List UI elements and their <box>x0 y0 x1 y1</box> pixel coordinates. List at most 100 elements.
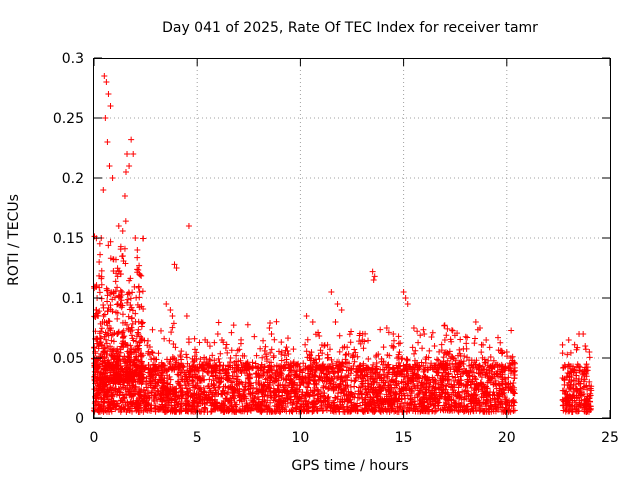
data-point <box>478 403 485 410</box>
data-point <box>170 341 177 348</box>
data-point <box>275 373 282 380</box>
y-axis-label: ROTI / TECUs <box>6 194 22 286</box>
data-point <box>100 348 107 355</box>
data-point <box>309 319 316 325</box>
data-point <box>402 295 409 301</box>
data-point <box>200 389 207 396</box>
data-point <box>292 371 299 378</box>
data-point <box>241 407 248 414</box>
data-point <box>355 384 362 391</box>
data-point <box>423 381 430 388</box>
data-point <box>462 333 469 340</box>
data-point <box>162 398 169 405</box>
data-point <box>164 380 171 387</box>
data-point <box>123 408 130 415</box>
data-point <box>268 346 275 353</box>
data-point <box>358 391 365 398</box>
y-tick-labels: 0 0.05 0.1 0.15 0.2 0.25 0.3 <box>53 51 84 427</box>
data-point <box>245 375 252 382</box>
data-point <box>109 384 116 391</box>
data-point <box>365 355 372 362</box>
data-point <box>322 383 329 390</box>
data-point <box>228 347 235 354</box>
data-point <box>281 352 288 359</box>
data-point <box>270 352 277 359</box>
data-point <box>170 320 177 327</box>
x-tick-label: 10 <box>291 430 309 446</box>
data-point <box>441 337 448 343</box>
data-point <box>183 351 190 358</box>
data-point <box>351 383 358 390</box>
y-tick-label: 0.05 <box>53 351 84 367</box>
data-point <box>421 331 428 337</box>
data-point <box>395 333 402 340</box>
plot-frame <box>93 58 611 419</box>
data-point <box>411 350 418 357</box>
data-point <box>492 401 499 408</box>
data-point <box>356 394 363 401</box>
data-point <box>211 393 218 400</box>
data-point <box>285 371 292 378</box>
data-point <box>435 381 442 388</box>
data-point <box>358 383 365 390</box>
data-point <box>119 228 126 235</box>
data-point <box>266 325 273 331</box>
data-point <box>419 345 426 352</box>
data-point <box>448 391 455 398</box>
data-point <box>478 349 485 356</box>
data-point <box>119 311 126 318</box>
data-point <box>486 344 493 351</box>
data-point <box>114 315 121 322</box>
data-point <box>411 394 418 401</box>
data-point <box>561 376 568 383</box>
data-point <box>157 327 164 334</box>
data-point <box>426 347 433 354</box>
data-point <box>191 346 198 353</box>
data-point <box>206 363 213 370</box>
data-point <box>276 408 283 415</box>
data-point <box>493 405 500 412</box>
data-point <box>586 354 593 361</box>
data-point <box>97 251 104 258</box>
data-point <box>139 288 146 295</box>
data-point <box>444 389 451 396</box>
data-point <box>336 332 343 339</box>
data-point <box>316 356 323 363</box>
data-point <box>447 366 454 373</box>
data-point <box>208 408 215 415</box>
data-point <box>101 311 108 318</box>
data-point <box>98 295 105 302</box>
data-point <box>251 333 258 340</box>
data-point <box>395 340 402 347</box>
data-point <box>130 151 137 157</box>
data-point <box>166 337 173 344</box>
data-point <box>347 339 354 346</box>
data-point <box>176 381 183 388</box>
data-point <box>200 376 207 383</box>
data-point <box>457 380 464 387</box>
data-point <box>145 348 152 355</box>
data-point <box>215 319 222 326</box>
data-point <box>260 337 267 344</box>
data-point <box>201 388 208 395</box>
data-point <box>351 346 358 353</box>
data-point <box>175 400 182 407</box>
data-point <box>149 326 156 333</box>
data-point <box>370 390 377 397</box>
data-point <box>396 390 403 397</box>
data-point <box>393 378 400 385</box>
data-point <box>342 351 349 358</box>
data-point <box>190 378 197 385</box>
data-point <box>290 346 297 353</box>
data-point <box>377 396 384 403</box>
x-tick-label: 5 <box>193 430 202 446</box>
data-point <box>328 289 335 295</box>
data-point <box>259 354 266 361</box>
data-point <box>325 384 332 391</box>
data-point <box>282 375 289 382</box>
data-point <box>303 348 310 355</box>
data-point <box>469 378 476 385</box>
data-point <box>275 387 282 394</box>
data-point <box>460 345 467 352</box>
y-tick-label: 0.25 <box>53 111 84 127</box>
